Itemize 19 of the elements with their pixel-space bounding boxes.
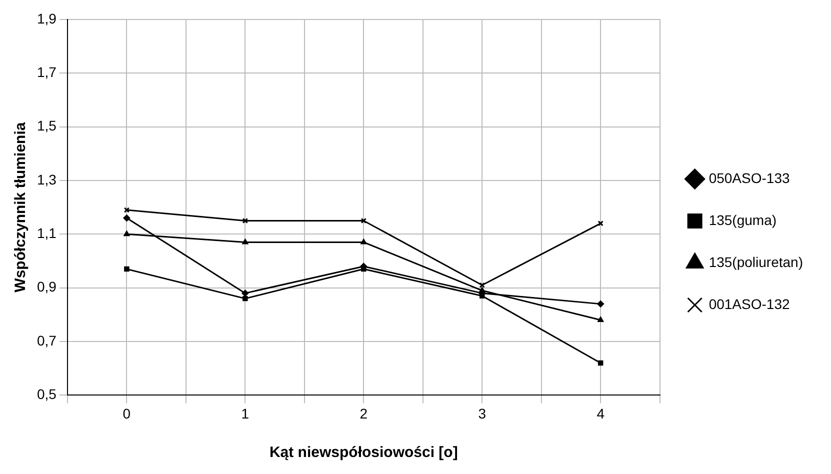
legend-label: 135(poliuretan) — [708, 254, 803, 270]
y-tick-label: 1,1 — [36, 225, 57, 241]
legend-label: 135(guma) — [708, 212, 777, 228]
y-axis-title: Współczynnik tłumienia — [12, 122, 30, 292]
legend-label: 001ASO-132 — [708, 296, 790, 312]
y-tick-label: 0,5 — [36, 386, 57, 402]
y-tick-label: 0,9 — [36, 278, 57, 295]
x-tick-label: 1 — [241, 405, 250, 422]
x-tick-label: 3 — [478, 405, 486, 422]
y-tick-label: 1,5 — [36, 118, 57, 134]
y-tick-label: 0,7 — [36, 332, 57, 348]
y-tick-label: 1,3 — [36, 171, 57, 188]
x-tick-label: 4 — [596, 405, 605, 422]
x-tick-label: 2 — [360, 405, 368, 422]
legend-label: 050ASO-133 — [708, 170, 790, 186]
y-tick-label: 1,9 — [36, 10, 57, 26]
y-tick-label: 1,7 — [36, 64, 57, 80]
x-tick-label: 0 — [122, 405, 131, 422]
x-axis-title: Kąt niewspółosiowości [o] — [269, 444, 458, 462]
